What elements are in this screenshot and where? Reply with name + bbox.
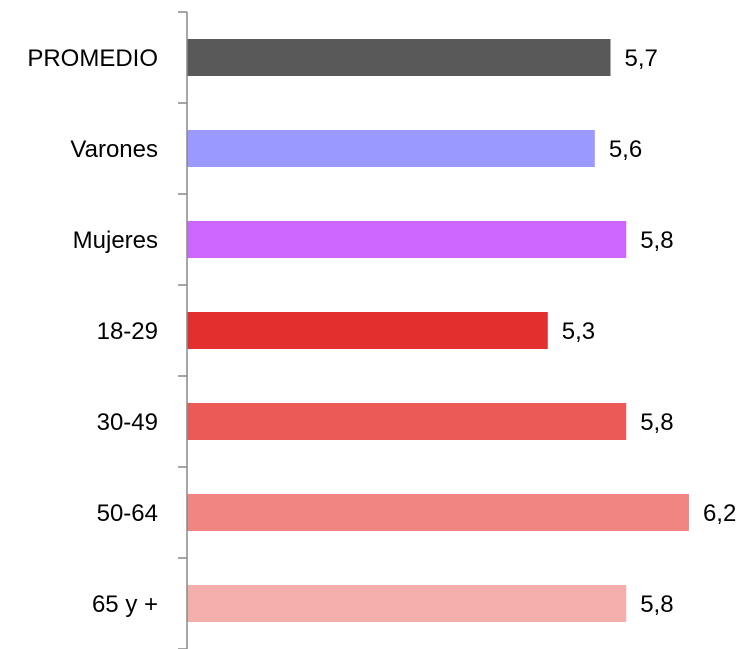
y-tick-label: PROMEDIO (27, 45, 158, 72)
y-tick-label: 18-29 (97, 318, 158, 345)
bar (187, 312, 548, 349)
y-tick-label: 65 y + (92, 591, 158, 618)
value-label: 5,8 (640, 227, 673, 254)
bar (187, 221, 627, 258)
y-tick-label: Mujeres (73, 227, 158, 254)
y-tick-label: Varones (70, 136, 158, 163)
bar (187, 585, 627, 622)
value-label: 5,7 (625, 45, 658, 72)
value-label: 5,8 (640, 409, 673, 436)
bar (187, 39, 611, 76)
value-label: 6,2 (703, 500, 736, 527)
value-label: 5,8 (640, 591, 673, 618)
bar (187, 494, 689, 531)
y-tick-label: 30-49 (97, 409, 158, 436)
value-label: 5,3 (562, 318, 595, 345)
bar (187, 130, 595, 167)
y-tick-label: 50-64 (97, 500, 158, 527)
bar (187, 403, 627, 440)
value-label: 5,6 (609, 136, 642, 163)
